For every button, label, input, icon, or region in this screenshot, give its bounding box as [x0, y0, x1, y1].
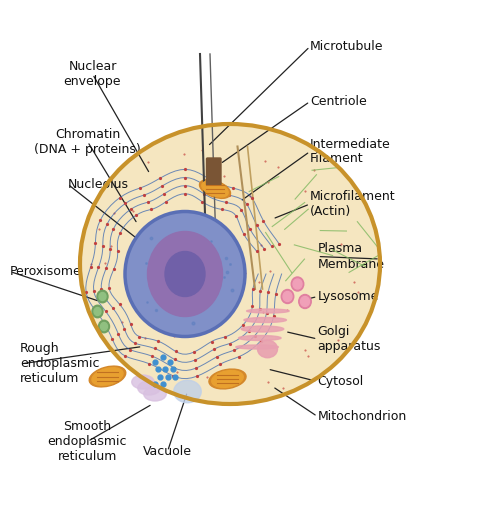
Ellipse shape	[236, 345, 279, 349]
Ellipse shape	[244, 317, 286, 323]
Ellipse shape	[92, 305, 103, 318]
Ellipse shape	[138, 381, 160, 395]
Ellipse shape	[212, 371, 244, 388]
Ellipse shape	[258, 340, 278, 358]
Ellipse shape	[291, 277, 304, 291]
Ellipse shape	[202, 181, 228, 197]
Text: Cytosol: Cytosol	[318, 375, 364, 388]
Ellipse shape	[299, 295, 311, 308]
Ellipse shape	[100, 323, 107, 331]
Text: Smooth
endoplasmic
reticulum: Smooth endoplasmic reticulum	[48, 420, 127, 463]
Text: Centriole: Centriole	[310, 95, 367, 108]
Ellipse shape	[200, 180, 230, 199]
Text: Microfilament
(Actin): Microfilament (Actin)	[310, 190, 396, 218]
Ellipse shape	[132, 375, 154, 389]
Ellipse shape	[293, 279, 302, 289]
Ellipse shape	[94, 307, 101, 316]
Text: Rough
endoplasmic
reticulum: Rough endoplasmic reticulum	[20, 343, 100, 385]
Ellipse shape	[144, 387, 166, 401]
Text: Plasma
Membrane: Plasma Membrane	[318, 242, 384, 270]
Ellipse shape	[174, 380, 201, 403]
Text: Microtubule: Microtubule	[310, 40, 384, 53]
Ellipse shape	[80, 124, 380, 404]
Ellipse shape	[98, 320, 110, 333]
Text: Lysosome: Lysosome	[318, 290, 379, 303]
Text: Nuclear
envelope: Nuclear envelope	[64, 60, 121, 88]
Ellipse shape	[300, 297, 310, 306]
Text: Mitochondrion: Mitochondrion	[318, 410, 407, 423]
Ellipse shape	[238, 335, 281, 341]
Ellipse shape	[92, 367, 123, 385]
Ellipse shape	[97, 290, 108, 303]
Ellipse shape	[246, 309, 289, 313]
Ellipse shape	[89, 366, 126, 387]
FancyBboxPatch shape	[206, 158, 221, 185]
Text: Peroxisome: Peroxisome	[10, 265, 82, 278]
Text: Vacuole: Vacuole	[143, 445, 192, 458]
Text: Intermediate
Filament: Intermediate Filament	[310, 137, 391, 165]
Ellipse shape	[209, 369, 246, 389]
Ellipse shape	[241, 326, 284, 332]
Ellipse shape	[125, 212, 245, 336]
Ellipse shape	[283, 291, 292, 301]
Ellipse shape	[281, 289, 294, 304]
Text: Golgi
apparatus: Golgi apparatus	[318, 325, 381, 353]
Text: Chromatin
(DNA + proteins): Chromatin (DNA + proteins)	[34, 127, 141, 156]
Ellipse shape	[99, 293, 106, 300]
Text: Nucleolus: Nucleolus	[68, 177, 128, 191]
Ellipse shape	[148, 231, 222, 316]
Ellipse shape	[165, 251, 205, 297]
